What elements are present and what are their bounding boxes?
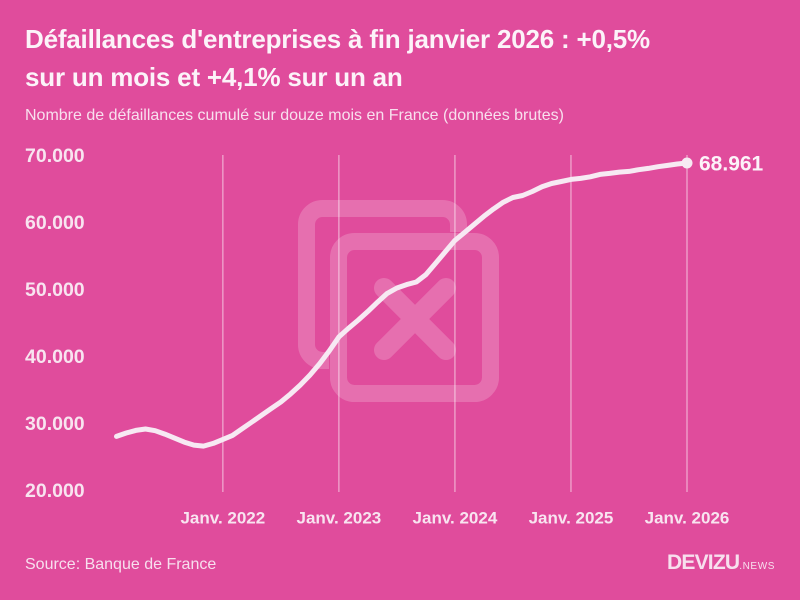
x-axis-label: Janv. 2025	[529, 509, 614, 528]
page-title: Défaillances d'entreprises à fin janvier…	[25, 20, 780, 96]
brand-logo: DEVIZU .NEWS	[667, 551, 775, 575]
x-axis-label: Janv. 2024	[413, 509, 498, 528]
title-line-1: Défaillances d'entreprises à fin janvier…	[25, 24, 650, 54]
title-line-2: sur un mois et +4,1% sur un an	[25, 62, 403, 92]
page-subtitle: Nombre de défaillances cumulé sur douze …	[25, 107, 564, 124]
y-axis-label: 40.000	[25, 346, 85, 368]
end-point-marker	[681, 157, 693, 169]
y-axis-label: 50.000	[25, 279, 85, 301]
brand-logo-suffix: .NEWS	[739, 561, 775, 572]
brand-logo-text: DEVIZU	[667, 551, 740, 574]
chart-header: Défaillances d'entreprises à fin janvier…	[25, 20, 780, 125]
brand-watermark-x-icon	[374, 278, 456, 360]
source-note: Source: Banque de France	[25, 556, 217, 573]
x-axis-label: Janv. 2023	[297, 509, 382, 528]
y-axis-label: 20.000	[25, 480, 85, 502]
end-value-label: 68.961	[699, 152, 764, 175]
x-axis-label: Janv. 2022	[180, 509, 265, 528]
y-axis-label: 70.000	[25, 145, 85, 167]
brand-watermark-knockout	[329, 232, 501, 402]
x-axis-label: Janv. 2026	[645, 509, 730, 528]
data-line	[114, 160, 690, 449]
y-axis-label: 30.000	[25, 413, 85, 435]
y-axis-label: 60.000	[25, 212, 85, 234]
chart-footer: Source: Banque de France DEVIZU .NEWS	[25, 551, 775, 581]
